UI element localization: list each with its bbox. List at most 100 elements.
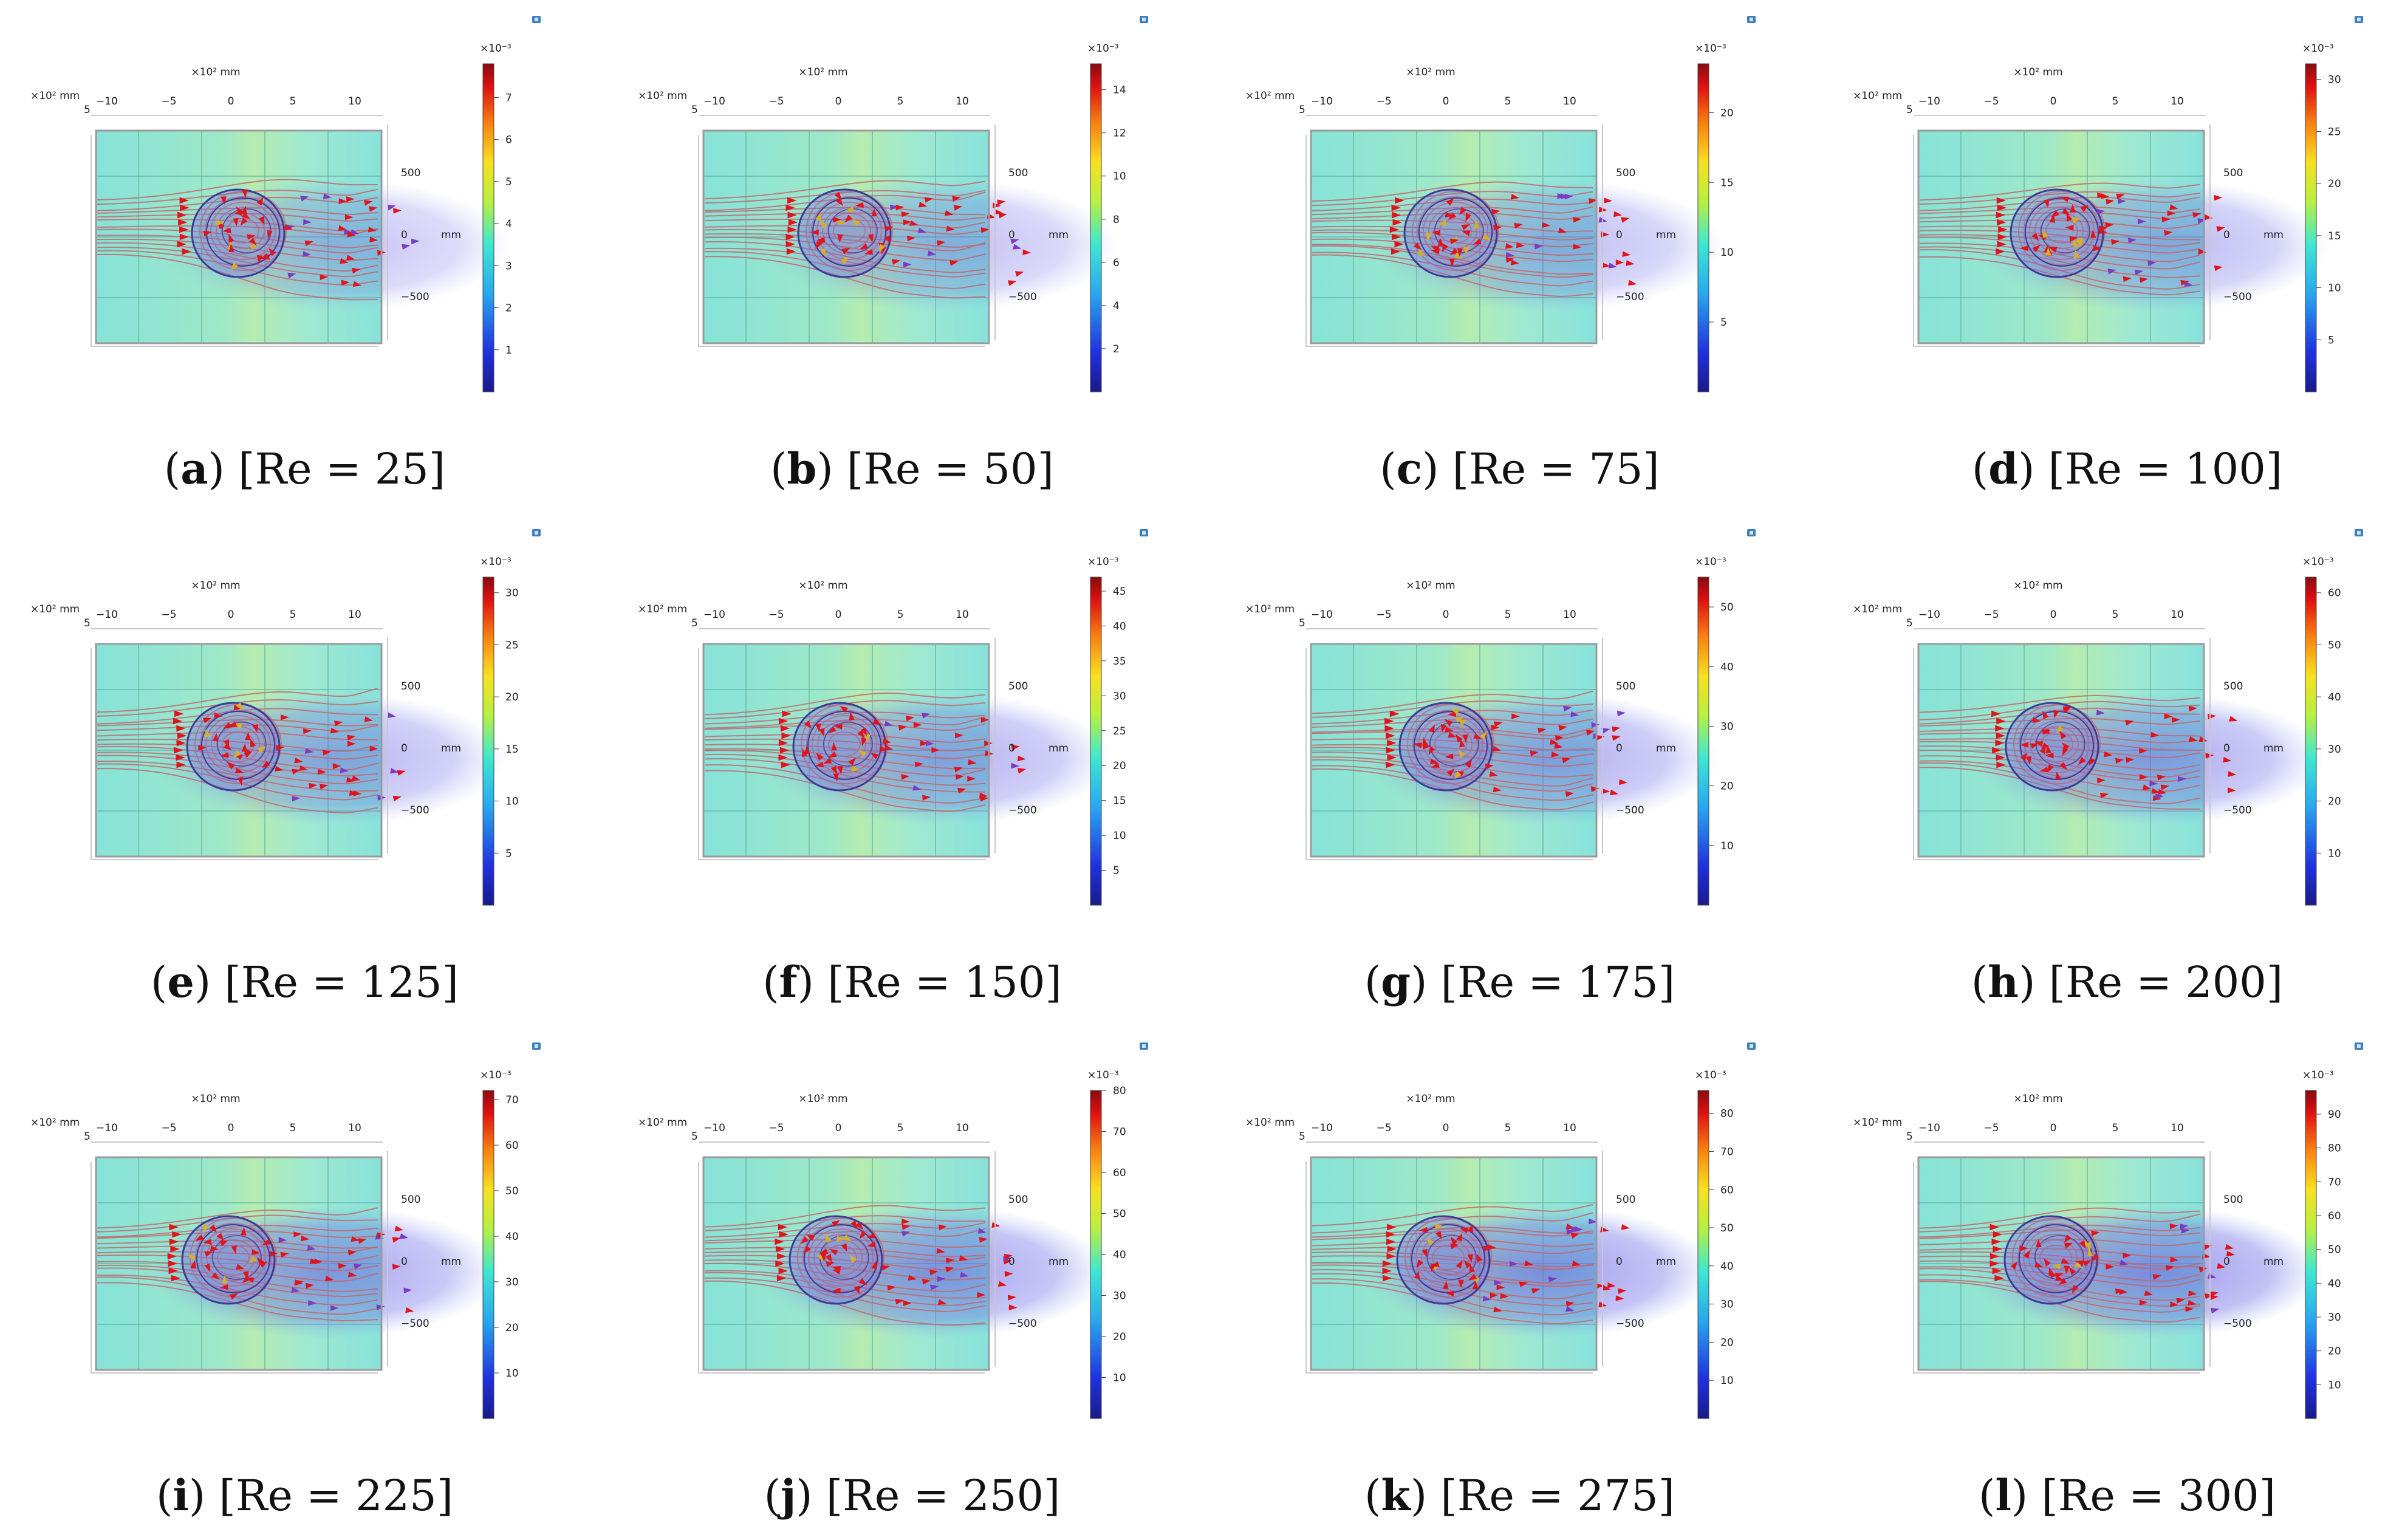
recirculation-line [1410, 1223, 1487, 1292]
flow-arrow [826, 1254, 832, 1263]
y-axis-top-tick: 5 [84, 617, 91, 629]
flow-arrow [895, 1299, 904, 1305]
flow-arrow [262, 1239, 271, 1245]
flow-arrow [1514, 222, 1523, 229]
y-axis-label: ×10² mm [1245, 603, 1295, 615]
flow-arrow [836, 1236, 846, 1242]
flow-arrow [2091, 1253, 2099, 1262]
reynolds-label: Re = 25 [255, 444, 429, 494]
recirculation-line [1421, 1234, 1476, 1281]
flow-arrow [879, 244, 886, 253]
flow-arrow [968, 759, 977, 765]
flow-arrow [779, 747, 790, 754]
flow-arrow [2073, 250, 2080, 259]
flow-arrow [991, 1222, 1001, 1228]
flow-arrow [1465, 213, 1471, 222]
x-axis-label: ×10² mm [2013, 580, 2062, 592]
flow-arrow [1443, 1281, 1449, 1290]
colorbar-exponent: ×10⁻³ [2302, 556, 2334, 568]
flow-arrow [775, 1260, 785, 1267]
flow-arrow [867, 234, 874, 243]
streamline [97, 688, 378, 713]
flow-arrow [857, 730, 865, 739]
y-axis-label: ×10² mm [1853, 603, 1902, 615]
x-tick-label: 0 [2050, 609, 2057, 621]
x-tick-label: 10 [348, 609, 361, 621]
flow-arrow [1017, 755, 1026, 762]
recirculation-line [1434, 213, 1477, 249]
flow-arrow [1437, 238, 1444, 247]
streamline [97, 768, 378, 813]
streamline [704, 212, 986, 221]
figure-panel: ×10² mm ×10² mm 5 −10 −5 0 5 10 500 0 −500 mm … [614, 1027, 1211, 1540]
colorbar-tick-label: 10 [1113, 171, 1126, 183]
streamline [1312, 244, 1593, 275]
flow-arrow [1011, 762, 1020, 769]
flow-arrow [2066, 213, 2073, 222]
flow-arrow [844, 214, 853, 223]
panel-caption: (k) [Re = 275] [1364, 1470, 1675, 1521]
flow-arrow [820, 1253, 827, 1262]
streamline [1919, 191, 2201, 205]
flow-arrow [2093, 245, 2102, 252]
flow-arrow [2064, 1265, 2070, 1275]
streamline [1919, 767, 2201, 810]
figure-panel: ×10² mm ×10² mm 5 −10 −5 0 5 10 500 0 −500 mm … [1221, 513, 1818, 1027]
flow-arrow [220, 752, 229, 758]
colorbar [2305, 1090, 2317, 1419]
figure-panel: ×10² mm ×10² mm 5 −10 −5 0 5 10 500 0 −500 mm … [1829, 513, 2388, 1027]
x-tick-label: 10 [2171, 609, 2184, 621]
flow-arrow [287, 272, 296, 279]
flow-arrow [319, 784, 329, 790]
flow-arrow [1996, 717, 2006, 725]
flow-arrow [1389, 226, 1400, 233]
flow-arrow [1391, 248, 1401, 255]
flow-arrow [1468, 1273, 1477, 1281]
flow-arrow [397, 770, 406, 776]
flow-arrow [1564, 193, 1573, 200]
streamline [1919, 727, 2201, 737]
flow-arrow [2045, 752, 2054, 759]
flow-arrow [864, 734, 871, 743]
y-axis-label: ×10² mm [1853, 90, 1902, 102]
flow-arrow [1463, 1260, 1472, 1268]
flow-arrow [2058, 1278, 2067, 1285]
flow-arrow [2169, 1223, 2178, 1230]
flow-arrow [177, 211, 187, 219]
flow-arrow [301, 1235, 310, 1242]
panel-letter: g [1381, 957, 1411, 1007]
streamline [1919, 1251, 2201, 1268]
x-tick-label: 5 [2112, 609, 2119, 621]
flow-arrow [2019, 1245, 2028, 1251]
x-tick-label: −10 [703, 609, 725, 621]
plot-frame [1917, 643, 2205, 858]
x-tick-label: 10 [1563, 609, 1576, 621]
flow-arrow [1004, 1271, 1013, 1277]
flow-arrow [2055, 771, 2061, 781]
flow-arrow [1449, 248, 1459, 256]
z-tick-label: 500 [1008, 1194, 1028, 1206]
flow-arrow [2032, 244, 2041, 253]
colorbar-tick-label: 25 [2328, 126, 2341, 138]
figure-panel: ×10² mm ×10² mm 5 −10 −5 0 5 10 500 0 −500 mm … [6, 1027, 603, 1540]
colorbar-tick-label: 3 [505, 260, 512, 272]
streamline [1312, 744, 1593, 759]
x-tick-label: 10 [2171, 1122, 2184, 1134]
colorbar-tick-label: 50 [1113, 1208, 1126, 1220]
flow-arrow [241, 1227, 247, 1236]
flow-arrow [169, 1223, 179, 1231]
flow-arrow [2157, 775, 2166, 781]
streamline [1919, 708, 2201, 725]
colorbar [1697, 63, 1709, 392]
flow-arrow [212, 733, 219, 742]
plot-frame [1310, 1156, 1598, 1371]
flow-arrow [949, 260, 959, 266]
velocity-wake [1972, 1205, 2324, 1339]
y-axis-label: ×10² mm [638, 603, 687, 615]
flow-arrow [828, 751, 837, 758]
flow-arrow [937, 1276, 946, 1282]
x-axis-label: ×10² mm [1406, 1093, 1455, 1105]
velocity-wake [1973, 692, 2325, 826]
colorbar-tick-label: 80 [1720, 1108, 1734, 1120]
